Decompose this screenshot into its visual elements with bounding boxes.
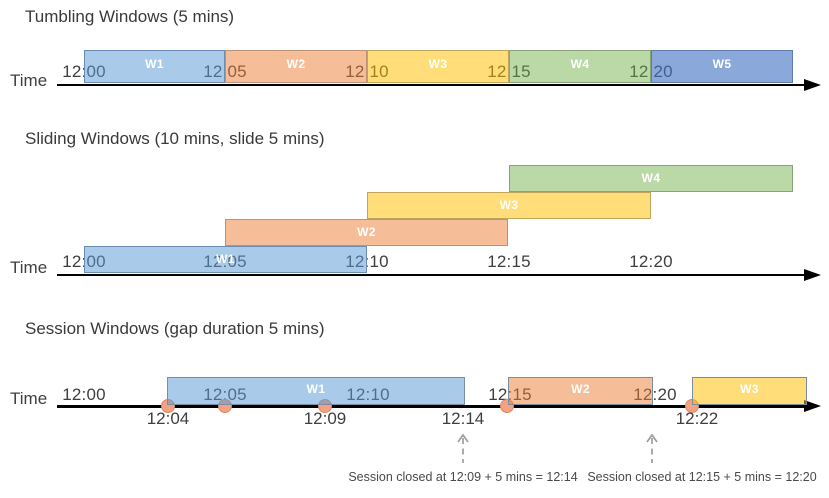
tumbling-window-label-w5: W5 — [712, 57, 732, 71]
sliding-tick-1220: 12:20 — [629, 252, 673, 271]
tumbling-time-axis-label: Time — [10, 71, 48, 90]
tumbling-window-box-w2 — [225, 50, 367, 83]
sliding-window-box-w2 — [225, 219, 508, 246]
sliding-window-label-w3: W3 — [499, 198, 519, 212]
event-time-label-1209: 12:09 — [303, 409, 347, 428]
tumbling-window-label-w2: W2 — [286, 57, 306, 71]
session-window-box-w2 — [508, 377, 653, 405]
session-tick-1200: 12:00 — [62, 385, 106, 404]
session-window-label-w1: W1 — [306, 382, 326, 396]
session-timeline — [57, 405, 807, 408]
sliding-window-label-w2: W2 — [357, 225, 376, 239]
session-annotation-2: Session closed at 12:15 + 5 mins = 12:20 — [587, 470, 817, 484]
sliding-window-label-w1: W1 — [216, 252, 235, 266]
tumbling-window-label-w3: W3 — [428, 57, 448, 71]
event-time-label-1204: 12:04 — [146, 409, 190, 428]
tumbling-timeline-arrow-icon — [804, 78, 821, 91]
session-section-title: Session Windows (gap duration 5 mins) — [25, 319, 325, 338]
tumbling-window-box-w5 — [651, 50, 793, 83]
session-time-axis-label: Time — [10, 389, 48, 408]
tumbling-section-title: Tumbling Windows (5 mins) — [25, 7, 235, 26]
tumbling-window-box-w4 — [509, 50, 651, 83]
sliding-window-box-w1 — [84, 246, 367, 273]
sliding-section-title: Sliding Windows (10 mins, slide 5 mins) — [25, 129, 325, 148]
session-window-label-w3: W3 — [740, 382, 759, 396]
dashed-up-arrow-icon — [646, 433, 658, 463]
sliding-window-box-w4 — [509, 165, 793, 192]
tumbling-window-label-w1: W1 — [145, 57, 164, 71]
sliding-tick-1215: 12:15 — [487, 252, 531, 271]
session-window-box-w1 — [167, 377, 465, 405]
sliding-window-label-w4: W4 — [641, 171, 661, 185]
sliding-timeline-arrow-icon — [804, 268, 821, 281]
sliding-timeline — [57, 273, 807, 276]
session-window-label-w2: W2 — [571, 382, 590, 396]
tumbling-window-label-w4: W4 — [570, 57, 590, 71]
event-time-label-1222: 12:22 — [675, 409, 719, 428]
dashed-up-arrow-icon — [457, 433, 469, 463]
tumbling-timeline — [57, 83, 807, 86]
session-annotation-1: Session closed at 12:09 + 5 mins = 12:14 — [348, 470, 578, 484]
session-timeline-arrow-icon — [804, 400, 821, 412]
sliding-time-axis-label: Time — [10, 258, 48, 277]
sliding-window-box-w3 — [367, 192, 651, 219]
session-window-box-w3 — [692, 377, 807, 405]
tumbling-window-box-w1 — [84, 50, 225, 83]
tumbling-window-box-w3 — [367, 50, 509, 83]
event-time-label-1214: 12:14 — [441, 409, 485, 428]
